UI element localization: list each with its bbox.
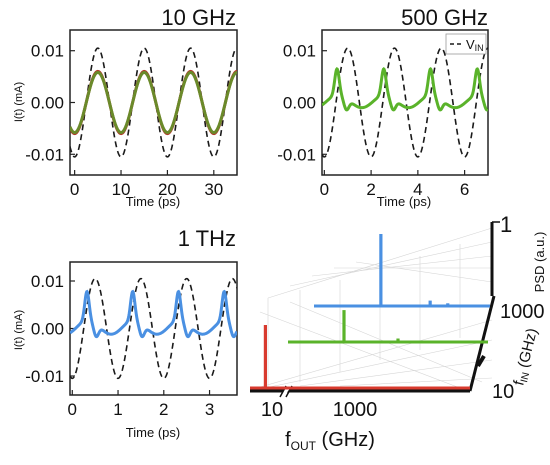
fin-tick: 1000	[500, 301, 545, 323]
y-tick-label: -0.01	[25, 367, 64, 386]
y-tick-label: 0.01	[31, 42, 64, 61]
x-tick-label: 30	[204, 180, 223, 199]
series-line	[70, 277, 237, 380]
legend-entry: VIN	[466, 37, 484, 53]
x-tick-labels: 0 2 4 6	[320, 170, 469, 199]
chart-title: 10 GHz	[161, 5, 236, 30]
fin-axis-tick	[476, 354, 486, 368]
series-lines	[70, 277, 237, 380]
y-axis-label: I(t) (mA)	[13, 310, 25, 350]
y-tick-labels: 0.01 0.00 -0.01	[25, 42, 75, 164]
panel-10ghz: 10 GHz I(t) (mA) Time (ps) 0.01 0.00 -0.01…	[13, 5, 238, 209]
series-line	[70, 47, 237, 158]
panel-1thz: 1 THz I(t) (mA) Time (ps) 0.010.00-0.01 …	[13, 226, 238, 440]
x-tick-label: 4	[413, 180, 422, 199]
x-tick-label: 0	[70, 180, 79, 199]
x-tick-label: 2	[366, 180, 375, 199]
fin-tick: 10	[492, 381, 514, 403]
series-line	[70, 70, 237, 135]
series-lines	[322, 47, 488, 158]
x-tick-label: 20	[158, 180, 177, 199]
x-axis-label: Time (ps)	[126, 194, 180, 209]
fout-tick: 1000	[333, 399, 378, 421]
x-axis-label: Time (ps)	[377, 194, 431, 209]
legend-box	[445, 33, 487, 55]
psd-axis-label: PSD (a.u.)	[532, 232, 547, 293]
x-tick-label: 10	[112, 180, 131, 199]
fout-tick: 10	[261, 399, 283, 421]
x-tick-labels: 0 10 20 30	[70, 170, 223, 199]
series-lines	[70, 47, 237, 158]
y-tick-labels: 0.01 0.00 -0.01	[277, 42, 327, 164]
series-line	[322, 66, 488, 112]
x-tick-label: 2	[159, 400, 168, 419]
panel-500ghz: 500 GHz Time (ps) 0.01 0.00 -0.01 0 2 4 6 VIN	[277, 5, 489, 209]
y-tick-label: 0.01	[31, 272, 64, 291]
fin-axis-label: fIN (GHz)	[510, 327, 543, 388]
fout-axis-label: fOUT (GHz)	[285, 429, 375, 453]
y-tick-labels: 0.01 0.00 -0.01	[25, 272, 75, 386]
x-tick-label: 3	[205, 400, 214, 419]
x-axis-label: Time (ps)	[126, 425, 180, 440]
y-tick-label: -0.01	[277, 145, 316, 164]
x-tick-label: 1	[113, 400, 122, 419]
series-line	[322, 47, 488, 158]
series-line	[70, 289, 237, 339]
grid-walls	[249, 227, 493, 391]
legend: VIN	[445, 33, 487, 55]
spectrum-series	[250, 234, 490, 390]
x-tick-label: 6	[460, 180, 469, 199]
y-tick-label: 0.00	[283, 94, 316, 113]
y-tick-label: 0.00	[31, 320, 64, 339]
x-tick-label: 0	[320, 180, 329, 199]
x-tick-label: 0	[68, 400, 77, 419]
panel-spectrum-3d: 1 PSD (a.u.) 10 1000 10 1000 fOUT (GHz) …	[249, 212, 547, 453]
chart-title: 500 GHz	[401, 5, 488, 30]
y-axis-label: I(t) (mA)	[13, 82, 25, 122]
y-tick-label: 0.00	[31, 94, 64, 113]
y-tick-label: 0.01	[283, 42, 316, 61]
y-tick-label: -0.01	[25, 145, 64, 164]
chart-title: 1 THz	[178, 226, 236, 251]
x-tick-labels: 0 1 2 3	[68, 390, 214, 419]
psd-tick: 1	[500, 212, 512, 237]
